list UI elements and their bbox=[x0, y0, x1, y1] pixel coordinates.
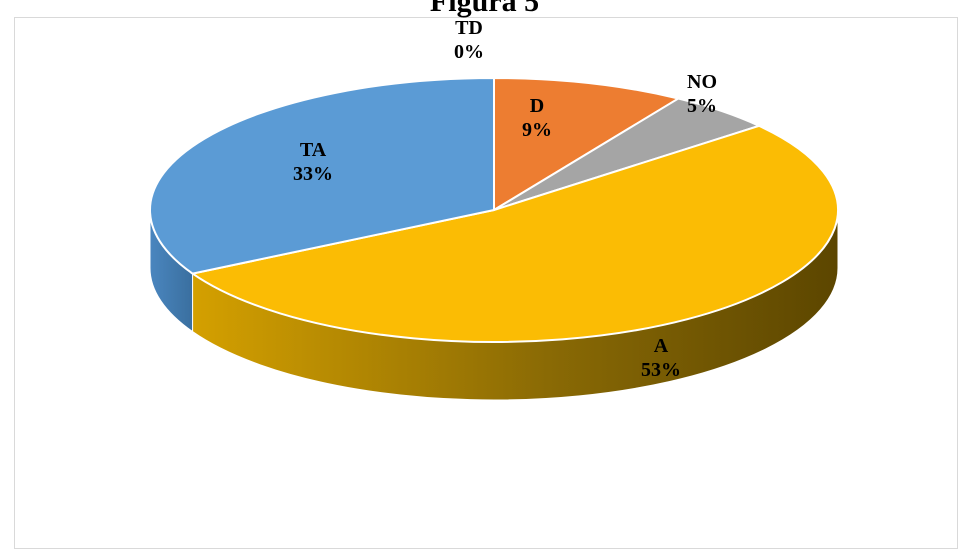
slice-percent-td: 0% bbox=[454, 41, 484, 63]
pie-slice-a bbox=[190, 124, 839, 344]
slice-label-no: NO bbox=[687, 71, 717, 93]
slice-label-a: A bbox=[654, 335, 669, 357]
slice-percent-no: 5% bbox=[687, 95, 717, 117]
pie-slice-ta bbox=[149, 76, 495, 275]
pie-slice-d bbox=[493, 76, 681, 212]
chart-title: Figura 5 bbox=[429, 0, 540, 18]
slice-label-td: TD bbox=[455, 17, 483, 39]
slice-percent-ta: 33% bbox=[293, 163, 333, 185]
slice-percent-d: 9% bbox=[522, 119, 552, 141]
slice-label-ta: TA bbox=[300, 139, 327, 161]
slice-label-d: D bbox=[530, 95, 544, 117]
slice-percent-a: 53% bbox=[641, 359, 681, 381]
